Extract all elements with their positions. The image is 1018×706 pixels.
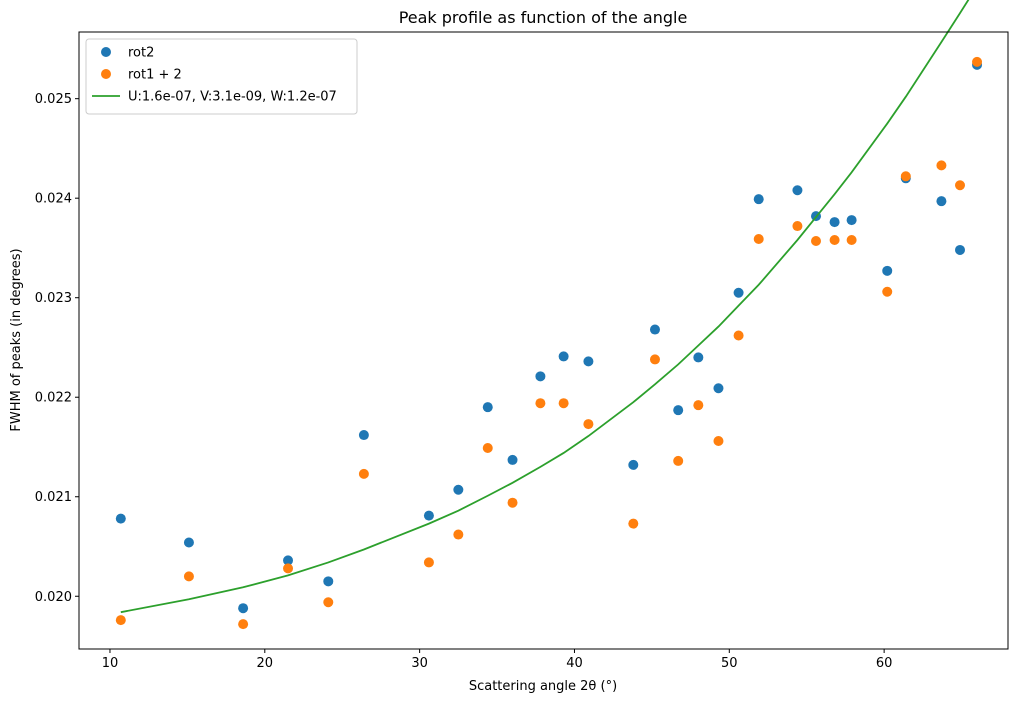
x-tick-label: 30 [411,656,428,671]
data-point-series-1 [792,185,803,196]
data-point-series-1 [628,459,639,470]
legend-swatch-marker [101,69,111,79]
legend-label: U:1.6e-07, V:3.1e-09, W:1.2e-07 [128,90,337,105]
data-point-series-1 [358,430,369,441]
data-point-series-2 [115,615,126,626]
legend-box [85,38,358,115]
data-point-series-2 [183,571,194,582]
data-point-series-2 [882,286,893,297]
data-point-series-1 [733,287,744,298]
y-tick-label: 0.022 [35,391,72,406]
data-point-series-1 [283,555,294,566]
y-tick-label: 0.024 [35,192,72,207]
data-point-series-2 [558,398,569,409]
data-point-series-2 [811,235,822,246]
data-point-series-2 [628,518,639,529]
legend: rot2 rot1 + 2 U:1.6e-07, V:3.1e-09, W:1.2e… [85,38,358,115]
data-point-series-2 [238,619,249,630]
data-point-series-1 [583,356,594,367]
data-point-series-1 [673,405,684,416]
data-point-series-1 [507,454,518,465]
data-point-series-2 [482,442,493,453]
legend-swatch-marker [101,47,111,57]
y-tick-label: 0.021 [35,490,72,505]
data-point-series-2 [453,529,464,540]
x-tick-label: 20 [257,656,274,671]
data-point-series-2 [583,419,594,430]
data-point-series-1 [649,324,660,335]
data-point-series-1 [882,265,893,276]
data-point-series-1 [955,244,966,255]
data-point-series-1 [753,194,764,205]
data-point-series-2 [936,160,947,171]
data-point-series-2 [846,234,857,245]
data-point-series-1 [238,603,249,614]
y-tick-label: 0.023 [35,291,72,306]
data-point-series-2 [423,557,434,568]
data-point-series-2 [753,233,764,244]
data-point-series-1 [558,351,569,362]
data-point-series-1 [713,383,724,394]
data-point-series-1 [482,402,493,413]
x-tick-label: 10 [102,656,119,671]
data-point-series-2 [792,221,803,232]
data-point-series-2 [673,455,684,466]
data-point-series-2 [535,398,546,409]
data-point-series-2 [323,597,334,608]
data-point-series-1 [829,217,840,228]
data-point-series-1 [183,537,194,548]
data-point-series-2 [283,563,294,574]
axis-ticks: 10 20 30 40 50 60 0.020 0.021 0.022 0.023 0.024 0.0… [35,92,893,671]
data-point-series-2 [972,56,983,67]
data-point-series-1 [453,484,464,495]
data-point-series-1 [693,352,704,363]
chart-title: Peak profile as function of the angle [399,8,688,27]
y-tick-label: 0.020 [35,590,72,605]
data-point-series-2 [829,234,840,245]
x-tick-label: 60 [876,656,893,671]
data-point-series-1 [115,513,126,524]
x-tick-label: 50 [721,656,738,671]
y-axis-title: FWHM of peaks (in degrees) [9,248,24,431]
data-point-series-1 [423,510,434,521]
data-point-series-2 [693,400,704,411]
plot-frame [78,31,1009,650]
x-axis-title: Scattering angle 2θ (°) [469,679,617,694]
data-layer [115,0,983,630]
data-point-series-2 [955,180,966,191]
data-point-series-2 [733,330,744,341]
data-point-series-1 [846,215,857,226]
data-point-series-2 [900,171,911,182]
data-point-series-2 [358,468,369,479]
data-point-series-2 [713,436,724,447]
data-point-series-1 [535,371,546,382]
data-point-series-2 [649,354,660,365]
fit-line [120,0,970,614]
legend-label: rot2 [128,46,154,61]
x-tick-label: 40 [566,656,583,671]
data-point-series-1 [936,196,947,207]
data-point-series-1 [323,576,334,587]
legend-label: rot1 + 2 [128,68,182,83]
y-tick-label: 0.025 [35,92,72,107]
data-point-series-2 [507,497,518,508]
